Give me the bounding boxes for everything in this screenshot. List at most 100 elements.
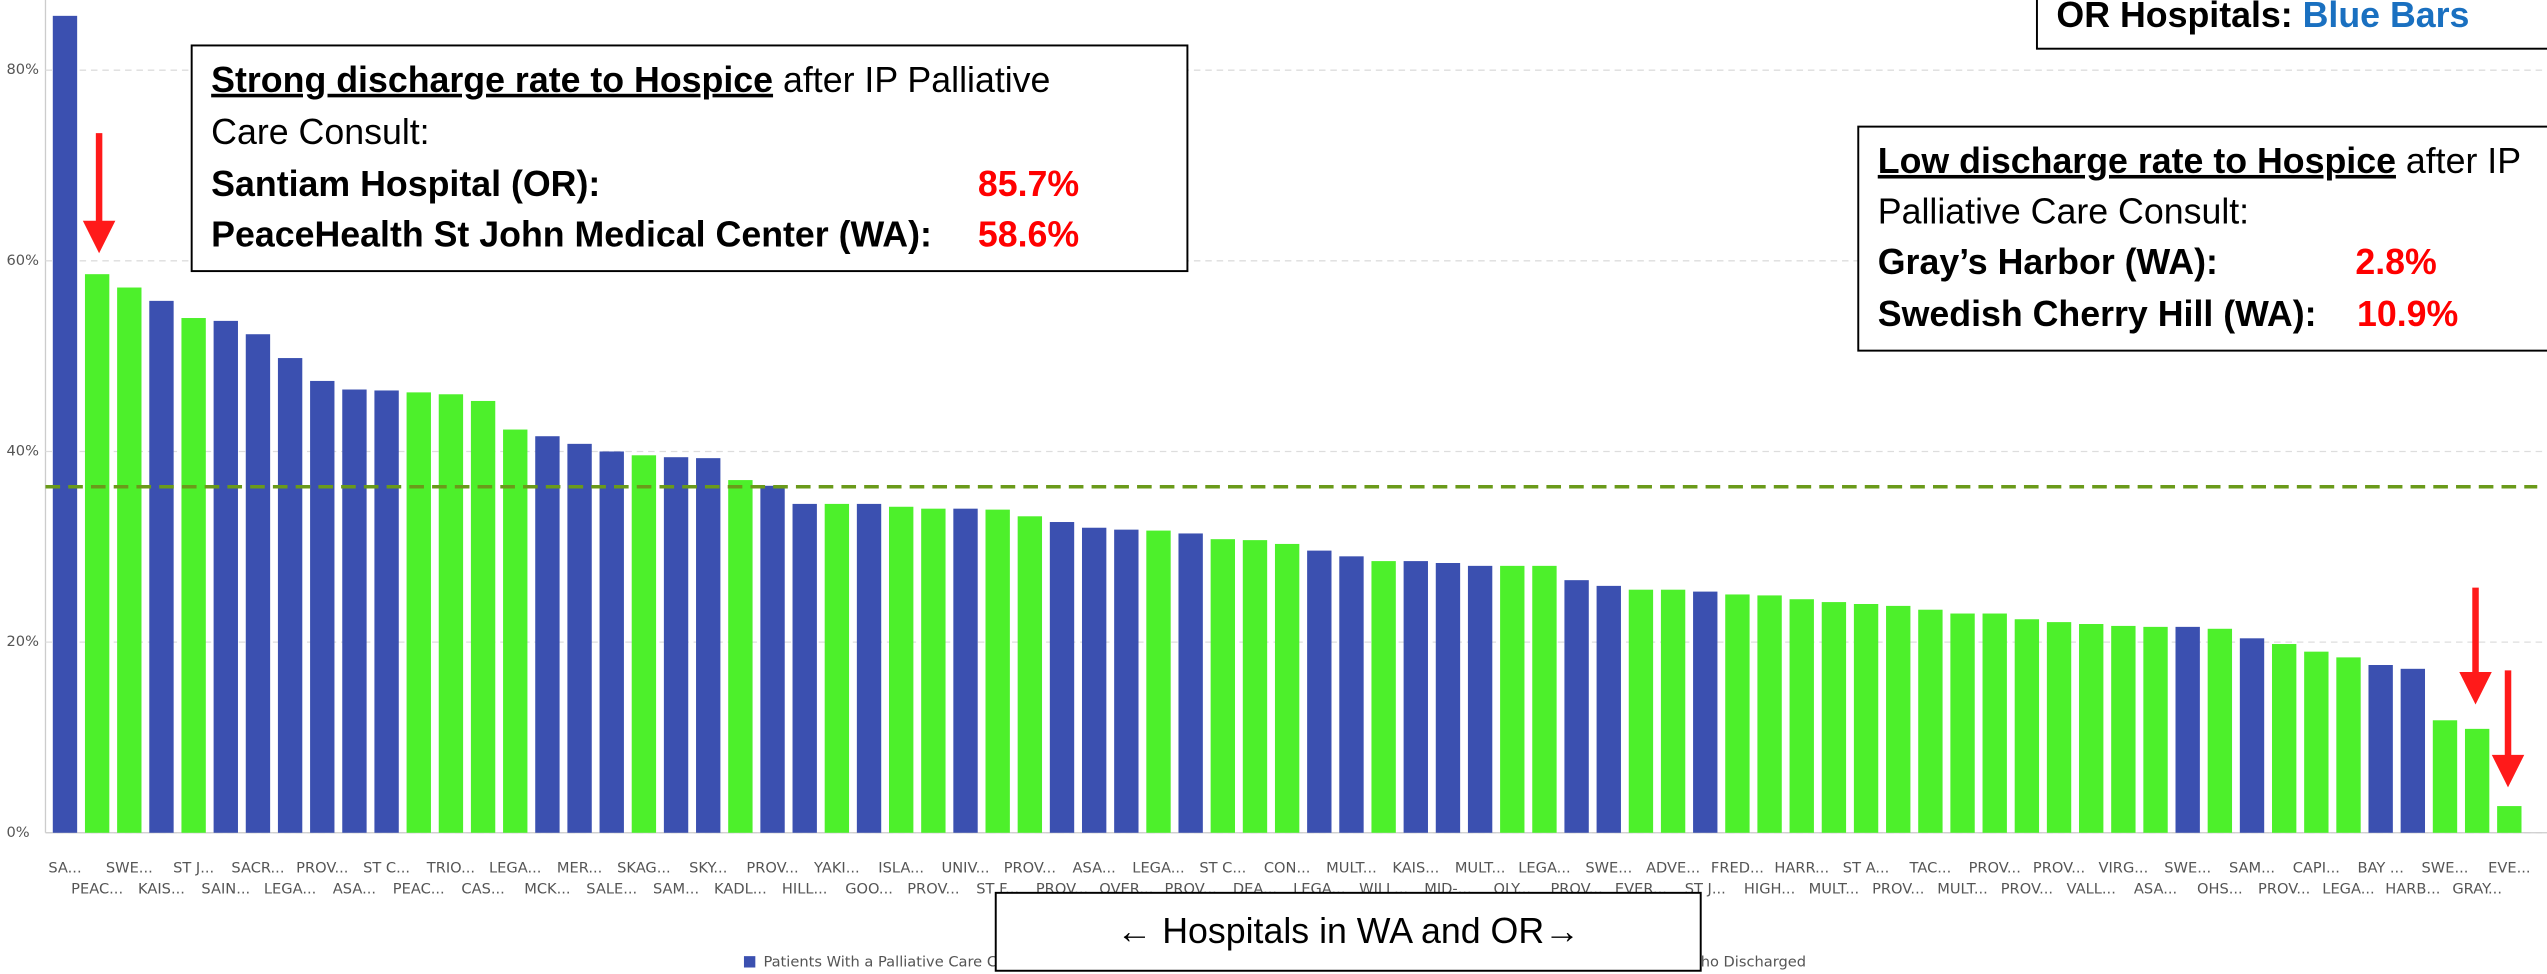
x-tick-label: YAKI...: [813, 859, 860, 876]
bar: [374, 390, 399, 833]
x-tick-label: ASA...: [333, 881, 376, 898]
bar: [1950, 613, 1975, 833]
x-tick-label: SWE...: [106, 859, 153, 876]
x-tick-label: PROV...: [1969, 859, 2021, 876]
legend-label: Patients With a Palliative Care C: [763, 954, 997, 971]
bar: [213, 320, 238, 833]
x-tick-label: BAY ...: [2357, 859, 2403, 876]
bar: [1757, 595, 1782, 833]
x-tick-label: ST J...: [173, 859, 214, 876]
bar: [1178, 533, 1203, 833]
bar: [1693, 591, 1718, 833]
bar: [1049, 522, 1075, 833]
bar: [470, 400, 496, 833]
arrow-head: [82, 220, 116, 254]
bar: [52, 15, 78, 833]
bar: [1371, 561, 1396, 833]
x-tick-label: EVE...: [2488, 859, 2530, 876]
x-tick-label: SKY...: [689, 859, 727, 876]
x-tick-label: SAM...: [653, 881, 699, 898]
x-tick-label: LEGA...: [489, 859, 541, 876]
x-tick-label: PROV...: [907, 881, 959, 898]
bar: [1596, 585, 1621, 833]
bar: [2014, 619, 2040, 833]
x-tick-label: SWE...: [2422, 859, 2469, 876]
bar: [1886, 605, 1911, 833]
x-tick-label: MULT...: [1326, 859, 1377, 876]
annotation-value: 2.8%: [2355, 242, 2436, 282]
bar: [181, 318, 206, 833]
x-tick-label: MULT...: [1809, 881, 1860, 898]
bar: [792, 503, 817, 833]
bar: [2304, 651, 2329, 833]
arrows: [82, 133, 2525, 788]
bar: [1274, 543, 1300, 833]
x-tick-label: GOO...: [845, 881, 893, 898]
bar: [856, 503, 882, 833]
bar: [2239, 638, 2265, 833]
x-tick-label: ST C...: [363, 859, 410, 876]
x-tick-label: TRIO...: [426, 859, 475, 876]
bar: [1500, 565, 1525, 833]
bar: [310, 380, 335, 833]
bar: [245, 334, 271, 833]
x-tick-label: SWE...: [2164, 859, 2211, 876]
y-tick-label: 80%: [6, 61, 39, 78]
annotation-box: [1857, 125, 2547, 352]
annotation-line: Strong discharge rate to Hospice after I…: [211, 60, 1050, 100]
x-tick-label: UNIV...: [942, 859, 990, 876]
annotation-title: Strong discharge rate to Hospice: [211, 60, 773, 100]
x-tick-label: SA...: [48, 859, 81, 876]
x-tick-label: MCK...: [524, 881, 570, 898]
x-tick-label: MER...: [557, 859, 602, 876]
x-tick-label: ST A...: [1843, 859, 1890, 876]
annotation-value: 10.9%: [2357, 294, 2458, 334]
bar: [599, 451, 624, 833]
legend-label: ho Discharged: [1701, 954, 1806, 971]
bar: [953, 508, 978, 833]
x-tick-label: ADVE...: [1646, 859, 1700, 876]
axis-box-text: ← Hospitals in WA and OR→: [1117, 911, 1580, 951]
bar: [2175, 626, 2200, 833]
annotation-label: Swedish Cherry Hill (WA):: [1878, 294, 2317, 334]
annotation-text: after IP: [2396, 141, 2521, 181]
bar: [567, 443, 592, 833]
x-tick-label: ASA...: [2134, 881, 2177, 898]
bar: [2432, 720, 2458, 833]
x-tick-label: VIRG...: [2098, 859, 2148, 876]
bar: [1114, 529, 1139, 833]
bar: [1435, 563, 1461, 833]
bar: [277, 358, 303, 833]
x-tick-label: SWE...: [1585, 859, 1632, 876]
x-tick-label: MULT...: [1455, 859, 1506, 876]
annotation-label: Santiam Hospital (OR):: [211, 164, 600, 204]
annotation-box: [190, 44, 1189, 273]
y-tick-label: 60%: [6, 252, 39, 269]
bar: [1982, 613, 2007, 833]
bar: [503, 429, 528, 833]
y-tick-label: 20%: [6, 633, 39, 650]
key-value: Blue Bars: [2293, 0, 2470, 35]
x-tick-label: SKAG...: [617, 859, 671, 876]
bar: [535, 436, 560, 833]
y-tick-label: 0%: [6, 824, 29, 841]
bar: [149, 300, 174, 833]
x-tick-label: SAM...: [2229, 859, 2275, 876]
bar: [1146, 530, 1171, 833]
annotation-text: after IP Palliative: [773, 60, 1050, 100]
x-tick-label: PEAC...: [393, 881, 445, 898]
bar: [2400, 668, 2426, 833]
x-tick-label: PROV...: [746, 859, 798, 876]
x-tick-label: LEGA...: [264, 881, 316, 898]
axis-box: [994, 891, 1702, 972]
legend: Patients With a Palliative Care C ho Dis…: [743, 954, 1806, 971]
bar: [1307, 550, 1332, 833]
bar: [889, 506, 914, 833]
bar: [1532, 565, 1557, 833]
bar: [1789, 599, 1814, 833]
bar: [1210, 539, 1236, 833]
bar: [406, 392, 431, 833]
annotation-line: Low discharge rate to Hospice after IP: [1878, 141, 2521, 181]
